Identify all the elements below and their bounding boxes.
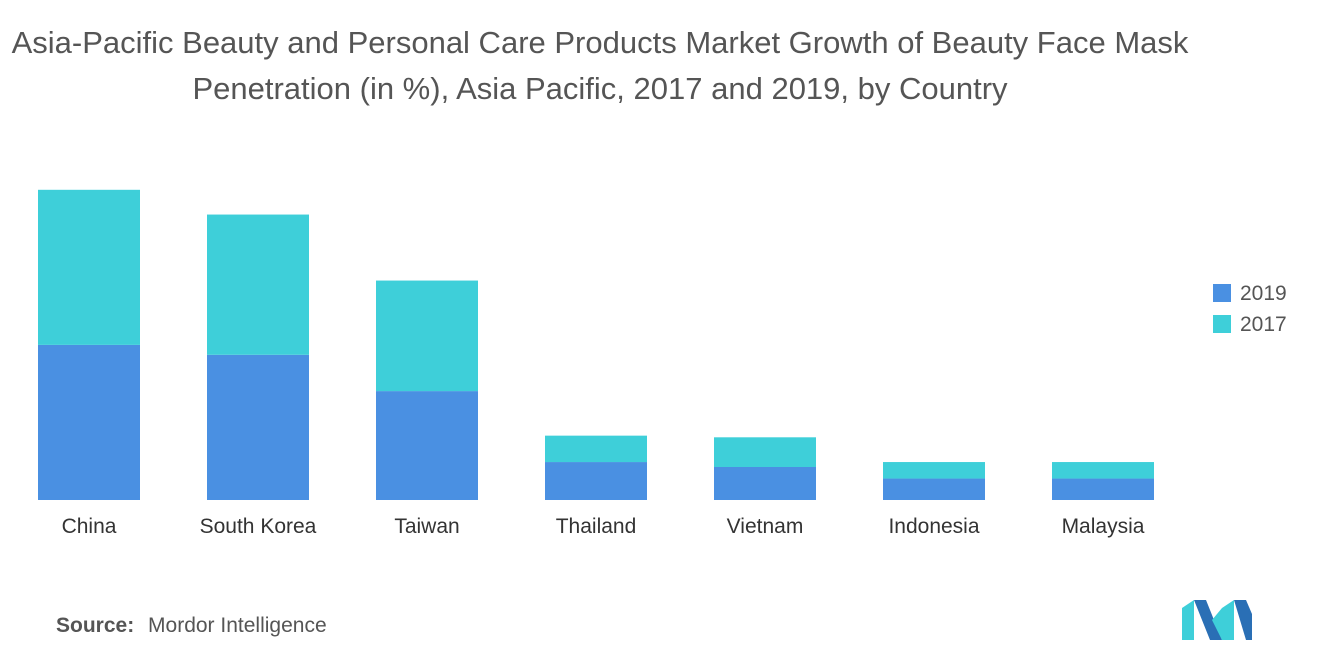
- legend-swatch-2019: [1213, 284, 1231, 302]
- stacked-bar-chart: China South Korea Taiwan Thailand Vietnam Ind…: [38, 189, 1287, 538]
- bar-2017-china: [38, 189, 140, 345]
- bar-2017-vietnam: [714, 437, 816, 467]
- bar-2017-south-korea: [207, 214, 309, 355]
- x-tick-label: China: [62, 515, 117, 538]
- legend-label-2017: 2017: [1240, 313, 1287, 336]
- chart-title-line-1: Asia-Pacific Beauty and Personal Care Pr…: [11, 25, 1189, 60]
- bar-2019-vietnam: [714, 467, 816, 500]
- source-label: Source:: [56, 614, 135, 637]
- chart-title-line-2: Penetration (in %), Asia Pacific, 2017 a…: [192, 71, 1008, 106]
- source-note: Source: Mordor Intelligence: [56, 614, 327, 638]
- bar-2019-china: [38, 344, 140, 500]
- source-text: Mordor Intelligence: [148, 614, 327, 637]
- bar-2017-indonesia: [883, 462, 985, 479]
- x-tick-label: Taiwan: [394, 515, 459, 538]
- x-tick-label: Vietnam: [727, 515, 804, 538]
- bar-2019-taiwan: [376, 391, 478, 500]
- x-tick-label: South Korea: [200, 515, 317, 538]
- bar-2017-malaysia: [1052, 462, 1154, 479]
- legend-swatch-2017: [1213, 315, 1231, 333]
- bar-2019-thailand: [545, 462, 647, 500]
- chart-title: Asia-Pacific Beauty and Personal Care Pr…: [0, 20, 1200, 112]
- x-tick-label: Malaysia: [1062, 515, 1145, 538]
- legend-label-2019: 2019: [1240, 282, 1287, 305]
- bar-2019-malaysia: [1052, 478, 1154, 500]
- bar-2019-indonesia: [883, 478, 985, 500]
- bar-2019-south-korea: [207, 354, 309, 500]
- bar-2017-taiwan: [376, 280, 478, 392]
- x-tick-label: Indonesia: [888, 515, 979, 538]
- bar-2017-thailand: [545, 435, 647, 463]
- mordor-logo-icon: [1182, 600, 1252, 640]
- x-tick-label: Thailand: [556, 515, 637, 538]
